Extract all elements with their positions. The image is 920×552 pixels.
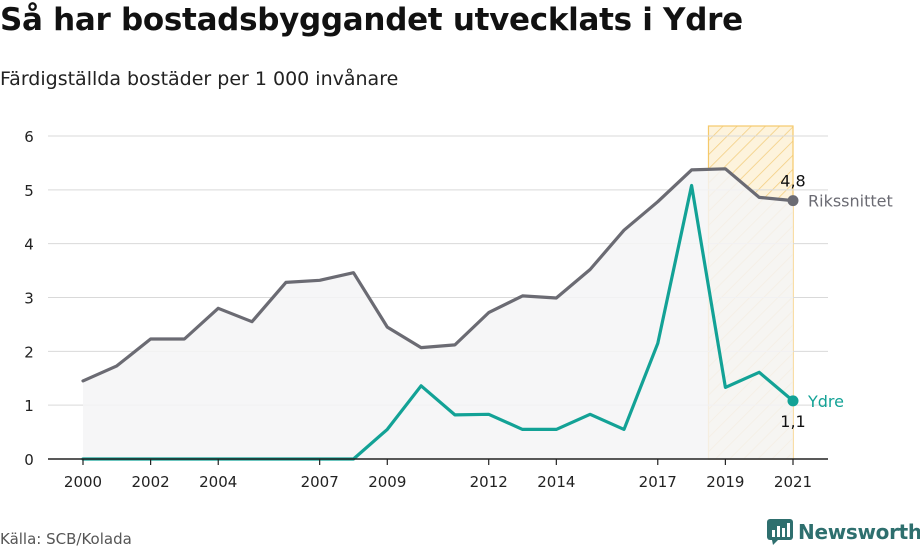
y-tick-label-4: 4 xyxy=(24,236,34,254)
series-name-label-local: Ydre xyxy=(807,392,844,411)
series-value-label-national: 4,8 xyxy=(780,172,805,191)
x-tick-label-2012: 2012 xyxy=(470,473,508,491)
x-tick-label-2017: 2017 xyxy=(639,473,677,491)
y-tick-label-5: 5 xyxy=(24,182,34,200)
x-tick-label-2009: 2009 xyxy=(368,473,406,491)
x-tick-label-2004: 2004 xyxy=(199,473,237,491)
chart-title: Så har bostadsbyggandet utvecklats i Ydr… xyxy=(0,2,743,38)
x-tick-label-2014: 2014 xyxy=(537,473,575,491)
series-value-label-local: 1,1 xyxy=(780,412,805,431)
brand-name: Newsworthy xyxy=(798,520,920,544)
series-name-label-national: Rikssnittet xyxy=(808,192,893,211)
y-tick-label-6: 6 xyxy=(24,128,34,146)
x-tick-label-2007: 2007 xyxy=(301,473,339,491)
x-tick-label-2019: 2019 xyxy=(706,473,744,491)
y-tick-label-0: 0 xyxy=(24,451,34,469)
chart-subtitle: Färdigställda bostäder per 1 000 invånar… xyxy=(0,68,399,90)
y-tick-label-2: 2 xyxy=(24,343,34,361)
series-endpoint-local xyxy=(787,395,799,407)
series-line-national xyxy=(81,167,795,383)
brand-logo: Newsworthy xyxy=(766,518,920,546)
x-tick-label-2021: 2021 xyxy=(774,473,812,491)
y-tick-label-1: 1 xyxy=(24,397,34,415)
newsworthy-logo-icon xyxy=(767,519,793,545)
source-note: Källa: SCB/Kolada xyxy=(0,530,132,548)
series-endpoint-national xyxy=(787,195,799,207)
y-tick-label-3: 3 xyxy=(24,290,34,308)
x-tick-label-2002: 2002 xyxy=(132,473,170,491)
x-tick-label-2000: 2000 xyxy=(64,473,102,491)
